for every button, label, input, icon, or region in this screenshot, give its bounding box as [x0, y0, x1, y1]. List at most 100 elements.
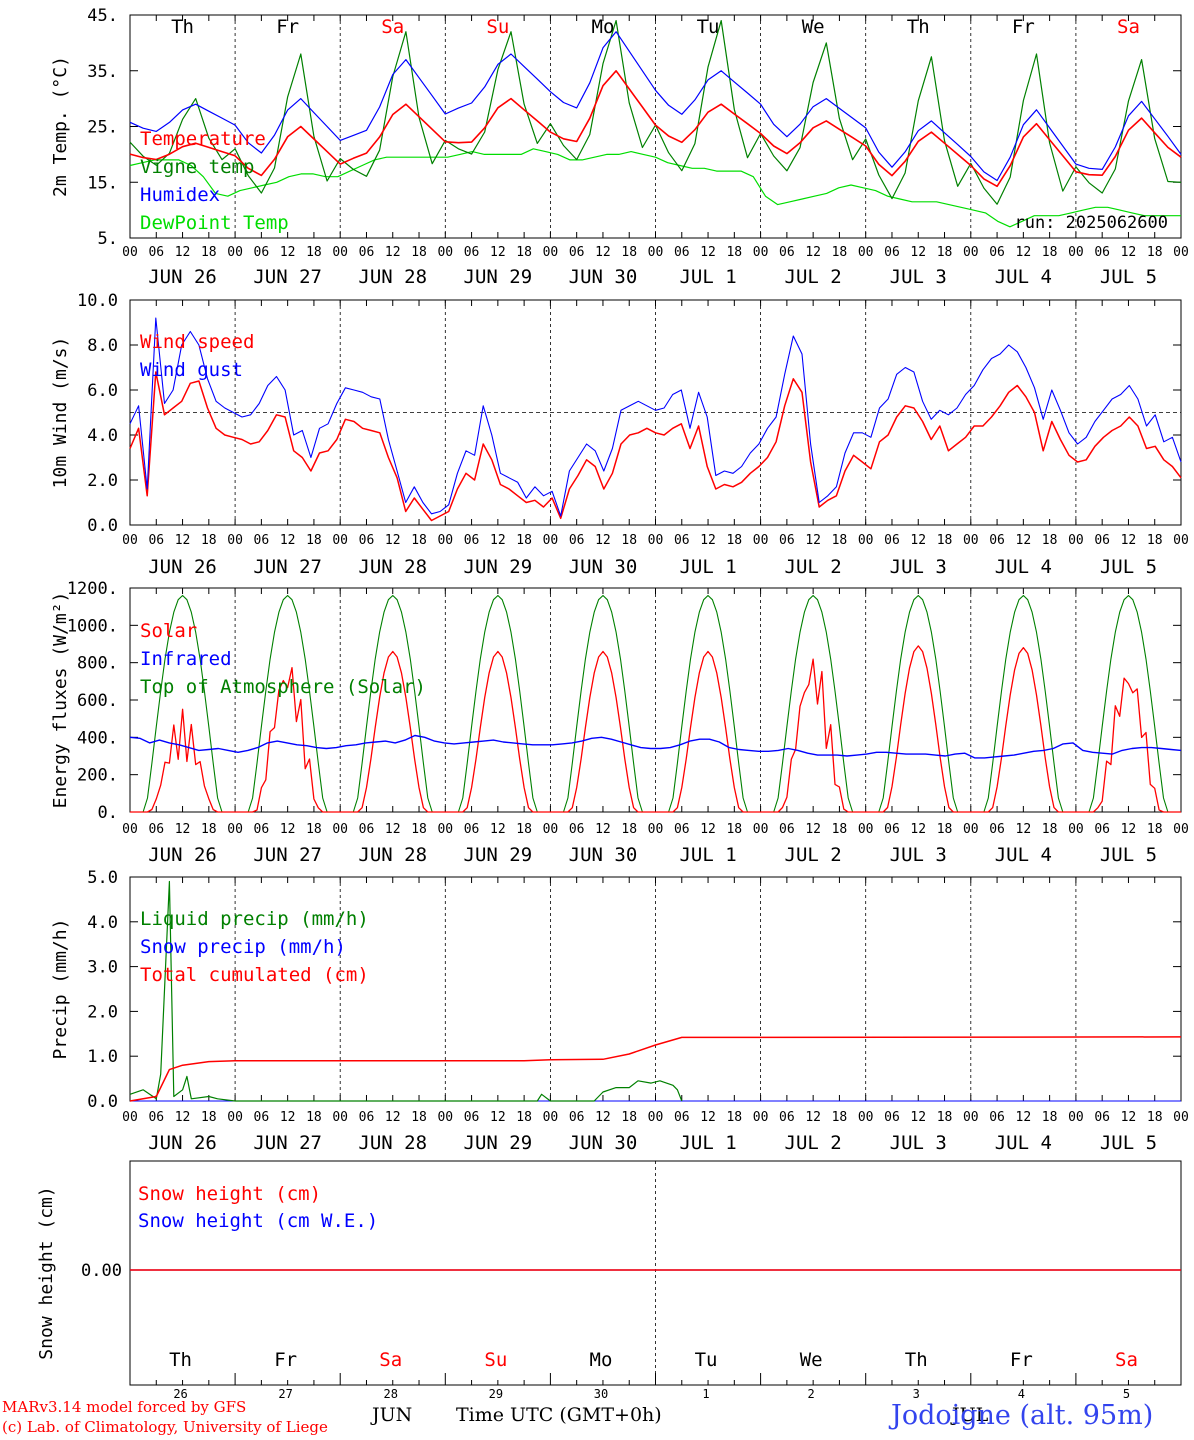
- date-label: JUN 28: [358, 844, 427, 866]
- hour-tick-label: 06: [674, 245, 690, 260]
- date-label: JUL 5: [1100, 266, 1157, 288]
- date-label: JUN 26: [148, 266, 217, 288]
- hour-tick-label: 06: [779, 245, 795, 260]
- hour-tick-label: 12: [805, 533, 821, 548]
- hour-tick-label: 12: [175, 822, 191, 837]
- hour-tick-label: 00: [648, 1110, 664, 1125]
- hour-tick-label: 00: [332, 822, 348, 837]
- hour-tick-label: 00: [1173, 1110, 1189, 1125]
- hour-tick-label: 06: [254, 245, 270, 260]
- hour-tick-label: 18: [1042, 822, 1058, 837]
- hour-tick-label: 06: [989, 245, 1005, 260]
- hour-tick-label: 06: [989, 822, 1005, 837]
- date-label: JUL 1: [679, 266, 736, 288]
- hour-tick-label: 00: [858, 1110, 874, 1125]
- date-label: JUN 28: [358, 556, 427, 578]
- hour-tick-label: 06: [1094, 1110, 1110, 1125]
- hour-tick-label: 12: [805, 1110, 821, 1125]
- date-label: JUL 5: [1100, 556, 1157, 578]
- hour-tick-label: 18: [832, 245, 848, 260]
- y-tick-label: 1200.: [67, 579, 118, 599]
- weekday-label: We: [802, 16, 825, 38]
- hour-tick-label: 00: [437, 533, 453, 548]
- humidex-line: [129, 31, 1182, 182]
- hour-tick-label: 12: [910, 533, 926, 548]
- hour-tick-label: 06: [464, 533, 480, 548]
- hour-tick-label: 06: [148, 822, 164, 837]
- y-tick-label: 35.: [87, 62, 118, 82]
- hour-tick-label: 12: [1016, 822, 1032, 837]
- liquid-precip-line: [129, 880, 683, 1102]
- hour-tick-label: 06: [359, 1110, 375, 1125]
- hour-tick-label: 00: [437, 822, 453, 837]
- hour-tick-label: 06: [464, 245, 480, 260]
- hour-tick-label: 18: [516, 245, 532, 260]
- hour-tick-label: 06: [884, 1110, 900, 1125]
- date-label: JUL 1: [679, 556, 736, 578]
- date-label: JUN 27: [253, 1132, 322, 1154]
- hour-tick-label: 06: [254, 822, 270, 837]
- hour-tick-label: 06: [674, 822, 690, 837]
- hour-tick-label: 00: [963, 822, 979, 837]
- y-tick-label: 3.0: [87, 958, 118, 978]
- hour-tick-label: 18: [726, 822, 742, 837]
- date-label: JUL 4: [995, 266, 1052, 288]
- hour-tick-label: 00: [332, 1110, 348, 1125]
- hour-tick-label: 06: [254, 533, 270, 548]
- legend-entry: Vigne temp: [140, 156, 254, 178]
- hour-tick-label: 06: [1094, 822, 1110, 837]
- hour-tick-label: 12: [910, 822, 926, 837]
- legend-entry: Wind gust: [140, 359, 243, 381]
- hour-tick-label: 12: [175, 245, 191, 260]
- hour-tick-label: 12: [700, 1110, 716, 1125]
- hour-tick-label: 18: [726, 1110, 742, 1125]
- hour-tick-label: 00: [543, 822, 559, 837]
- date-label: JUN 30: [569, 266, 638, 288]
- y-axis-label: Snow height (cm): [36, 1186, 57, 1359]
- date-number-label: 3: [913, 1387, 920, 1401]
- hour-tick-label: 00: [963, 1110, 979, 1125]
- hour-tick-label: 12: [595, 245, 611, 260]
- y-tick-label: 4.0: [87, 426, 118, 446]
- date-label: JUL 2: [785, 266, 842, 288]
- hour-tick-label: 00: [648, 533, 664, 548]
- y-tick-label: 8.0: [87, 336, 118, 356]
- y-tick-label: 45.: [87, 6, 118, 26]
- y-axis-label: Precip (mm/h): [50, 919, 71, 1060]
- hour-tick-label: 18: [726, 245, 742, 260]
- date-label: JUN 29: [464, 844, 533, 866]
- date-label: JUL 3: [890, 844, 947, 866]
- date-label: JUN 29: [464, 266, 533, 288]
- weekday-label: Th: [907, 16, 930, 38]
- date-label: JUN 29: [464, 556, 533, 578]
- hour-tick-label: 12: [175, 1110, 191, 1125]
- hour-tick-label: 18: [832, 533, 848, 548]
- date-number-label: 28: [384, 1387, 398, 1401]
- date-label: JUN 26: [148, 1132, 217, 1154]
- date-label: JUL 1: [679, 1132, 736, 1154]
- hour-tick-label: 06: [779, 533, 795, 548]
- x-axis-title: Time UTC (GMT+0h): [456, 1404, 662, 1426]
- hour-tick-label: 06: [148, 533, 164, 548]
- y-tick-label: 6.0: [87, 381, 118, 401]
- hour-tick-label: 00: [1173, 533, 1189, 548]
- y-tick-label: 1.0: [87, 1047, 118, 1067]
- date-label: JUN 27: [253, 556, 322, 578]
- weekday-label: Su: [486, 16, 509, 38]
- hour-tick-label: 00: [227, 822, 243, 837]
- hour-tick-label: 12: [595, 822, 611, 837]
- date-label: JUL 1: [679, 844, 736, 866]
- y-tick-label: 0.0: [87, 1092, 118, 1112]
- weekday-label: We: [800, 1349, 823, 1371]
- hour-tick-label: 12: [805, 822, 821, 837]
- hour-tick-label: 06: [254, 1110, 270, 1125]
- hour-tick-label: 00: [648, 822, 664, 837]
- hour-tick-label: 12: [1016, 533, 1032, 548]
- date-number-label: 29: [489, 1387, 503, 1401]
- date-label: JUN 30: [569, 556, 638, 578]
- hour-tick-label: 18: [621, 245, 637, 260]
- weekday-label: Th: [171, 16, 194, 38]
- month-label-jun: JUN: [372, 1404, 413, 1426]
- hour-tick-label: 00: [1068, 1110, 1084, 1125]
